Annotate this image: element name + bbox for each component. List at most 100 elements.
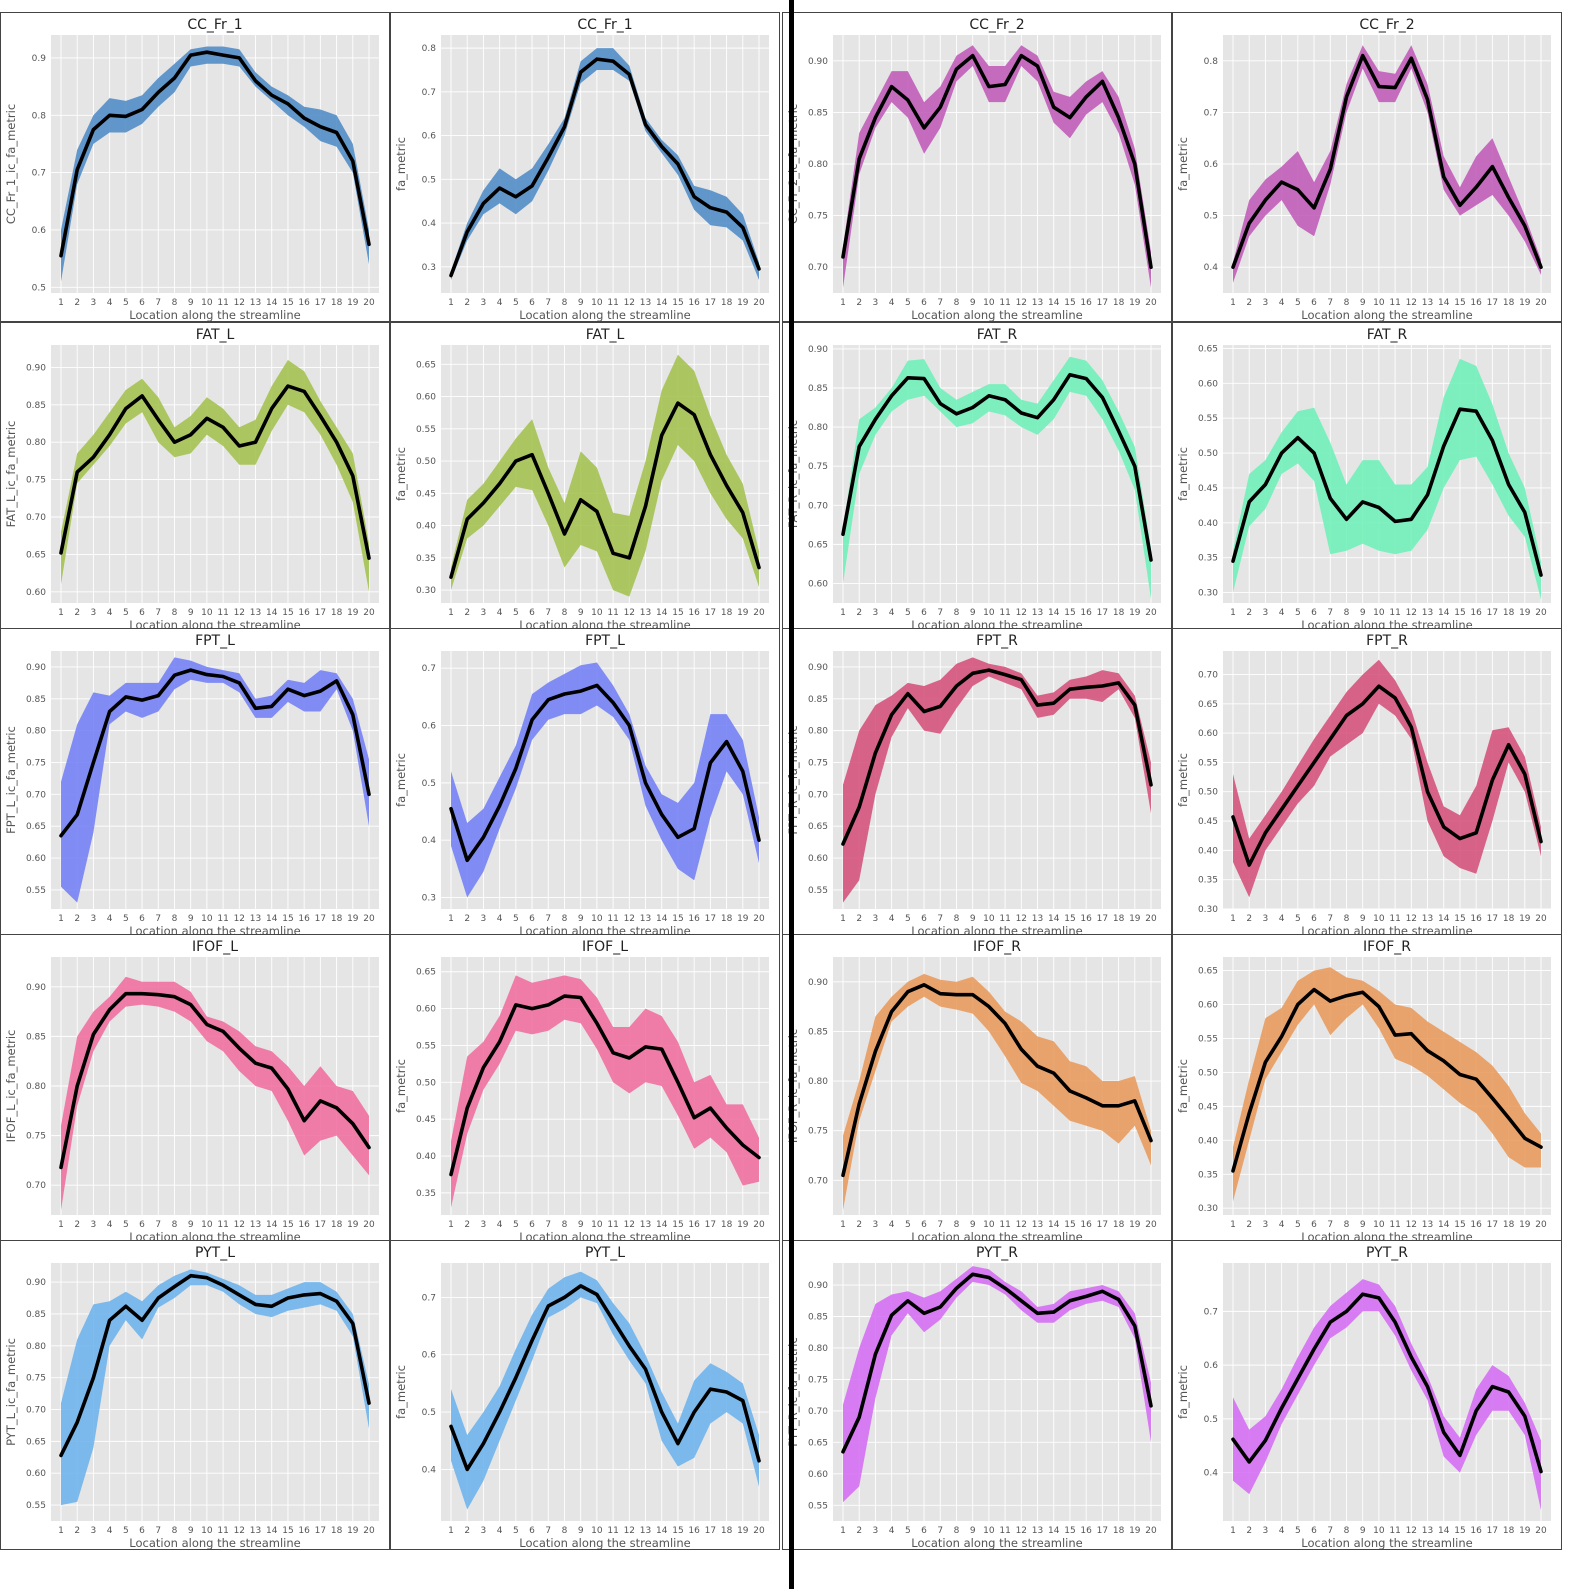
confidence-band bbox=[843, 657, 1151, 903]
x-tick-label: 2 bbox=[856, 1526, 862, 1536]
x-axis-label: Location along the streamline bbox=[1301, 308, 1472, 321]
chart-panel: 1 2 3 4 5 6 7 8 9 10 11 12 13 14 15 16 17 18 19 20 0.3 0.4 0.5… bbox=[390, 12, 780, 322]
confidence-band bbox=[843, 1266, 1151, 1503]
x-tick-label: 19 bbox=[737, 1220, 749, 1230]
y-tick-label: 0.50 bbox=[1198, 449, 1218, 459]
x-axis-label: Location along the streamline bbox=[519, 1230, 690, 1243]
y-tick-label: 0.45 bbox=[416, 1115, 436, 1125]
x-tick-label: 14 bbox=[266, 608, 278, 618]
chart-svg: 1 2 3 4 5 6 7 8 9 10 11 12 13 14 15 16 17 18 19 200.550.600… bbox=[786, 1245, 1161, 1549]
y-tick-label: 0.45 bbox=[1198, 1102, 1218, 1112]
x-tick-label: 9 bbox=[578, 608, 584, 618]
chart-panel: 1 2 3 4 5 6 7 8 9 10 11 12 13 14 15 16 17 18 19 20 0.30 0.35 0… bbox=[390, 322, 780, 632]
y-tick-label: 0.70 bbox=[26, 513, 46, 523]
x-axis-label: Location along the streamline bbox=[1301, 1536, 1472, 1549]
x-tick-label: 1 bbox=[1230, 1220, 1236, 1230]
y-axis-label: fa_metric bbox=[1176, 1365, 1190, 1419]
x-tick-label: 3 bbox=[91, 1220, 97, 1230]
x-tick-label: 16 bbox=[1080, 1526, 1092, 1536]
x-tick-label: 17 bbox=[315, 914, 326, 924]
x-tick-label: 2 bbox=[464, 608, 470, 618]
x-tick-label: 11 bbox=[1389, 1220, 1400, 1230]
x-tick-label: 14 bbox=[656, 1220, 668, 1230]
x-tick-label: 14 bbox=[1048, 1220, 1060, 1230]
x-tick-label: 20 bbox=[1535, 1526, 1547, 1536]
x-tick-label: 16 bbox=[688, 1526, 700, 1536]
x-tick-label: 15 bbox=[1454, 608, 1465, 618]
y-axis-label: PYT_L_ic_fa_metric bbox=[4, 1338, 18, 1446]
x-tick-label: 16 bbox=[688, 1220, 700, 1230]
x-tick-label: 3 bbox=[873, 608, 879, 618]
x-tick-label: 5 bbox=[905, 1220, 911, 1230]
x-tick-label: 15 bbox=[1064, 914, 1075, 924]
x-tick-label: 6 bbox=[529, 1220, 535, 1230]
x-tick-label: 3 bbox=[873, 1220, 879, 1230]
y-tick-label: 0.7 bbox=[422, 88, 436, 98]
y-tick-label: 0.55 bbox=[1198, 758, 1218, 768]
x-tick-label: 11 bbox=[1389, 1526, 1400, 1536]
confidence-band bbox=[451, 975, 759, 1208]
x-tick-label: 10 bbox=[983, 608, 995, 618]
x-tick-label: 6 bbox=[1311, 298, 1317, 308]
x-tick-label: 12 bbox=[1406, 1220, 1417, 1230]
x-tick-label: 15 bbox=[1454, 298, 1465, 308]
y-tick-label: 0.90 bbox=[26, 983, 46, 993]
x-tick-label: 10 bbox=[1373, 608, 1385, 618]
x-tick-label: 18 bbox=[1113, 1526, 1125, 1536]
x-tick-label: 15 bbox=[1454, 1526, 1465, 1536]
y-tick-label: 0.5 bbox=[422, 779, 436, 789]
x-tick-label: 11 bbox=[999, 1220, 1010, 1230]
x-tick-label: 12 bbox=[1016, 914, 1027, 924]
x-tick-label: 1 bbox=[840, 914, 846, 924]
chart-panel: 1 2 3 4 5 6 7 8 9 10 11 12 13 14 15 16 17 18 19 20 0.30 0.35 0… bbox=[1172, 934, 1562, 1244]
x-tick-label: 2 bbox=[464, 914, 470, 924]
x-tick-label: 17 bbox=[315, 1526, 326, 1536]
x-tick-label: 16 bbox=[298, 608, 310, 618]
y-tick-label: 0.40 bbox=[1198, 1136, 1218, 1146]
confidence-band bbox=[843, 356, 1151, 600]
x-tick-label: 20 bbox=[363, 298, 375, 308]
x-tick-label: 5 bbox=[905, 298, 911, 308]
x-axis-label: Location along the streamline bbox=[519, 1536, 690, 1549]
x-tick-label: 17 bbox=[705, 914, 716, 924]
y-tick-label: 0.85 bbox=[26, 401, 46, 411]
y-tick-label: 0.7 bbox=[1204, 108, 1218, 118]
y-tick-label: 0.55 bbox=[416, 1041, 436, 1051]
chart-svg: 1 2 3 4 5 6 7 8 9 10 11 12 13 14 15 16 17 18 19 200.700.750… bbox=[786, 17, 1161, 321]
x-tick-label: 19 bbox=[347, 914, 359, 924]
y-tick-label: 0.60 bbox=[808, 579, 828, 589]
x-tick-label: 2 bbox=[856, 1220, 862, 1230]
chart-panel: 1 2 3 4 5 6 7 8 9 10 11 12 13 14 15 16 17 18 19 20 0.4 0.5 0.6… bbox=[1172, 12, 1562, 322]
x-tick-label: 16 bbox=[1080, 608, 1092, 618]
y-tick-label: 0.80 bbox=[808, 423, 828, 433]
x-tick-label: 14 bbox=[656, 914, 668, 924]
x-tick-label: 5 bbox=[513, 1220, 519, 1230]
y-tick-label: 0.55 bbox=[1198, 1034, 1218, 1044]
chart-title: PYT_R bbox=[1366, 1245, 1408, 1261]
y-tick-label: 0.35 bbox=[416, 1189, 436, 1199]
chart-panel: 1 2 3 4 5 6 7 8 9 10 11 12 13 14 15 16 17 18 19 20 0.35 0.40 0… bbox=[390, 934, 780, 1244]
x-tick-label: 15 bbox=[672, 1220, 683, 1230]
y-tick-label: 0.85 bbox=[26, 695, 46, 705]
x-tick-label: 3 bbox=[873, 914, 879, 924]
y-tick-label: 0.65 bbox=[1198, 700, 1218, 710]
x-tick-label: 18 bbox=[721, 914, 733, 924]
y-tick-label: 0.90 bbox=[26, 363, 46, 373]
x-axis-label: Location along the streamline bbox=[1301, 618, 1472, 631]
mean-line bbox=[841, 1272, 1153, 1454]
x-tick-label: 13 bbox=[640, 608, 651, 618]
x-tick-label: 19 bbox=[1129, 1220, 1141, 1230]
x-tick-label: 14 bbox=[266, 298, 278, 308]
x-tick-label: 4 bbox=[107, 608, 113, 618]
x-tick-label: 14 bbox=[1048, 608, 1060, 618]
x-tick-label: 6 bbox=[139, 608, 145, 618]
y-tick-label: 0.75 bbox=[808, 758, 828, 768]
y-tick-label: 0.65 bbox=[808, 1438, 828, 1448]
x-tick-label: 15 bbox=[672, 298, 683, 308]
y-axis-label: FPT_L_ic_fa_metric bbox=[4, 726, 18, 834]
confidence-band bbox=[1233, 358, 1541, 600]
x-tick-label: 1 bbox=[58, 914, 64, 924]
x-tick-label: 19 bbox=[1129, 608, 1141, 618]
x-tick-label: 9 bbox=[578, 1220, 584, 1230]
x-tick-label: 18 bbox=[331, 1526, 343, 1536]
